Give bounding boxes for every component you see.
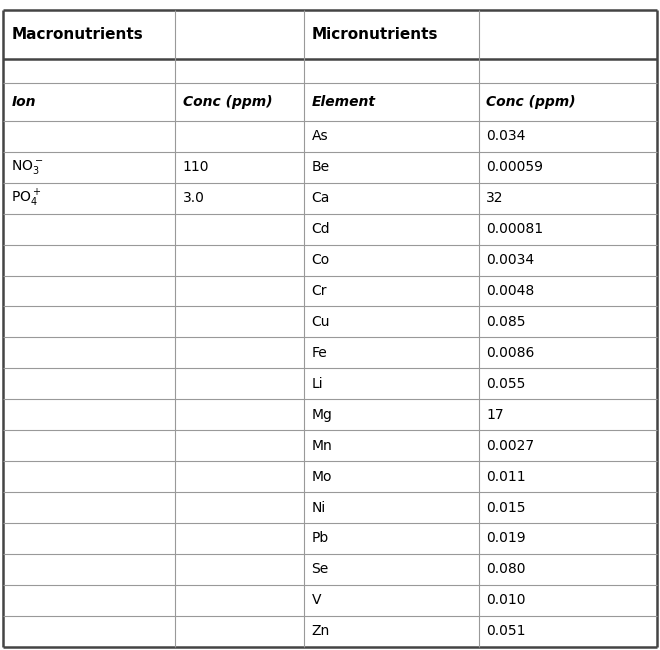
Text: 110: 110 (183, 161, 209, 174)
Text: Cr: Cr (312, 284, 327, 298)
Text: 0.085: 0.085 (486, 315, 526, 329)
Text: 0.011: 0.011 (486, 469, 526, 484)
Text: Element: Element (312, 95, 376, 109)
Text: Mn: Mn (312, 439, 332, 452)
Text: 0.019: 0.019 (486, 532, 526, 545)
Text: Fe: Fe (312, 346, 327, 360)
Text: Macronutrients: Macronutrients (11, 27, 143, 42)
Text: 3.0: 3.0 (183, 191, 205, 205)
Text: Micronutrients: Micronutrients (312, 27, 438, 42)
Text: 0.0048: 0.0048 (486, 284, 535, 298)
Text: NO$_3^-$: NO$_3^-$ (11, 159, 44, 176)
Text: 0.00059: 0.00059 (486, 161, 543, 174)
Text: 17: 17 (486, 408, 504, 422)
Text: 0.051: 0.051 (486, 624, 526, 638)
Text: 0.080: 0.080 (486, 562, 526, 577)
Text: Co: Co (312, 253, 330, 267)
Text: Mo: Mo (312, 469, 332, 484)
Text: 32: 32 (486, 191, 504, 205)
Text: Cu: Cu (312, 315, 330, 329)
Text: Ni: Ni (312, 500, 326, 515)
Text: 0.00081: 0.00081 (486, 222, 544, 236)
Text: Se: Se (312, 562, 329, 577)
Text: Li: Li (312, 377, 323, 391)
Text: 0.0027: 0.0027 (486, 439, 535, 452)
Text: Be: Be (312, 161, 329, 174)
Text: As: As (312, 129, 328, 144)
Text: Pb: Pb (312, 532, 329, 545)
Text: 0.055: 0.055 (486, 377, 526, 391)
Text: 0.010: 0.010 (486, 593, 526, 607)
Text: Cd: Cd (312, 222, 330, 236)
Text: Zn: Zn (312, 624, 330, 638)
Text: Ion: Ion (11, 95, 36, 109)
Text: Conc (ppm): Conc (ppm) (183, 95, 273, 109)
Text: 0.0034: 0.0034 (486, 253, 535, 267)
Text: 0.015: 0.015 (486, 500, 526, 515)
Text: Mg: Mg (312, 408, 333, 422)
Text: Conc (ppm): Conc (ppm) (486, 95, 576, 109)
Text: V: V (312, 593, 321, 607)
Text: Ca: Ca (312, 191, 330, 205)
Text: 0.0086: 0.0086 (486, 346, 535, 360)
Text: 0.034: 0.034 (486, 129, 526, 144)
Text: PO$_4^+$: PO$_4^+$ (11, 188, 42, 209)
